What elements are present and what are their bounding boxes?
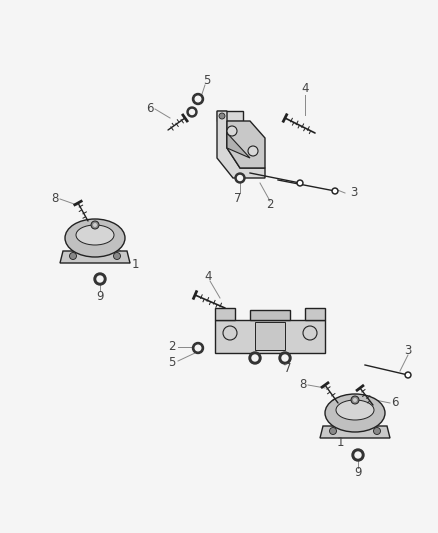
- Circle shape: [91, 221, 99, 229]
- Text: 8: 8: [299, 378, 307, 392]
- Circle shape: [219, 113, 225, 119]
- Circle shape: [329, 427, 336, 434]
- Text: 7: 7: [284, 362, 292, 376]
- Polygon shape: [215, 320, 325, 353]
- Circle shape: [97, 276, 103, 282]
- Text: 4: 4: [301, 83, 309, 95]
- Polygon shape: [217, 111, 243, 121]
- Circle shape: [332, 188, 338, 194]
- Text: 9: 9: [354, 466, 362, 480]
- Circle shape: [70, 253, 77, 260]
- Circle shape: [353, 398, 357, 402]
- Polygon shape: [60, 251, 130, 263]
- Circle shape: [252, 355, 258, 361]
- Circle shape: [223, 326, 237, 340]
- Polygon shape: [250, 310, 290, 320]
- Ellipse shape: [76, 225, 114, 245]
- Circle shape: [195, 345, 201, 351]
- Circle shape: [406, 374, 410, 376]
- Text: 5: 5: [168, 357, 176, 369]
- Text: 4: 4: [204, 271, 212, 284]
- Bar: [255, 322, 285, 350]
- Circle shape: [235, 173, 245, 183]
- Text: 6: 6: [391, 397, 399, 409]
- Text: 3: 3: [404, 344, 412, 358]
- Circle shape: [303, 326, 317, 340]
- Text: 1: 1: [131, 259, 139, 271]
- Text: 2: 2: [168, 341, 176, 353]
- Circle shape: [405, 372, 411, 378]
- Circle shape: [299, 182, 301, 184]
- Polygon shape: [227, 133, 250, 158]
- Circle shape: [352, 449, 364, 461]
- Circle shape: [279, 352, 291, 364]
- Text: 8: 8: [51, 191, 59, 205]
- Text: 1: 1: [336, 435, 344, 448]
- Circle shape: [333, 190, 336, 192]
- Circle shape: [94, 273, 106, 285]
- Polygon shape: [320, 426, 390, 438]
- Polygon shape: [305, 308, 325, 320]
- Ellipse shape: [336, 400, 374, 420]
- Circle shape: [237, 175, 243, 181]
- Circle shape: [190, 109, 194, 115]
- Circle shape: [355, 452, 361, 458]
- Ellipse shape: [65, 219, 125, 257]
- Text: 5: 5: [203, 75, 211, 87]
- Text: 2: 2: [266, 198, 274, 212]
- Circle shape: [249, 352, 261, 364]
- Circle shape: [195, 96, 201, 102]
- Text: 3: 3: [350, 187, 357, 199]
- Circle shape: [227, 126, 237, 136]
- Text: 7: 7: [234, 192, 242, 206]
- Text: 6: 6: [146, 101, 154, 115]
- Ellipse shape: [325, 394, 385, 432]
- Circle shape: [297, 180, 303, 186]
- Circle shape: [187, 107, 197, 117]
- Polygon shape: [215, 308, 235, 320]
- Polygon shape: [227, 121, 265, 168]
- Circle shape: [93, 223, 97, 227]
- Circle shape: [113, 253, 120, 260]
- Text: 9: 9: [96, 289, 104, 303]
- Polygon shape: [217, 111, 265, 178]
- Circle shape: [192, 343, 204, 353]
- Circle shape: [248, 146, 258, 156]
- Circle shape: [374, 427, 381, 434]
- Circle shape: [192, 93, 204, 104]
- Circle shape: [351, 396, 359, 404]
- Circle shape: [282, 355, 288, 361]
